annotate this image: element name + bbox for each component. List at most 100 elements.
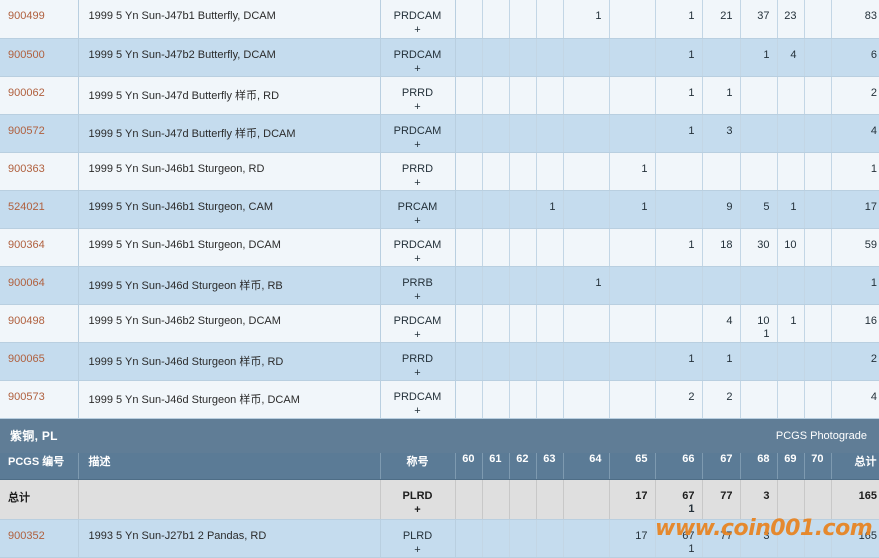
cell-pcgs-number[interactable]: 900062	[0, 76, 78, 114]
pcgs-number-link[interactable]: 524021	[8, 201, 45, 213]
cell-total: 83	[831, 0, 879, 38]
cell-grade-61	[482, 480, 509, 520]
cell-pcgs-number[interactable]: 900573	[0, 380, 78, 418]
grade-count: 1	[726, 87, 732, 99]
column-header-grade-66[interactable]: 66	[655, 453, 702, 480]
cell-grade-60	[455, 304, 482, 342]
cell-grade-69	[777, 480, 804, 520]
column-header-grade-67[interactable]: 67	[702, 453, 740, 480]
designation-code: PRCAM	[398, 201, 438, 213]
pcgs-number-link[interactable]: 900499	[8, 10, 45, 22]
cell-pcgs-number[interactable]: 900065	[0, 342, 78, 380]
pcgs-number-link[interactable]: 900065	[8, 353, 45, 365]
cell-pcgs-number[interactable]: 900499	[0, 0, 78, 38]
cell-description: 1999 5 Yn Sun-J46b1 Sturgeon, RD	[78, 152, 380, 190]
pcgs-photograde-link[interactable]: PCGS Photograde	[776, 430, 867, 442]
cell-grade-68: 30	[740, 228, 777, 266]
grade-count: 1	[641, 163, 647, 175]
pcgs-number-link[interactable]: 900364	[8, 239, 45, 251]
cell-description: 1999 5 Yn Sun-J46b1 Sturgeon, DCAM	[78, 228, 380, 266]
grade-count: 37	[757, 10, 769, 22]
column-header-grade-70[interactable]: 70	[804, 453, 831, 480]
grade-count: 1	[688, 239, 694, 251]
column-header-grade-63[interactable]: 63	[536, 453, 563, 480]
cell-pcgs-number[interactable]: 524021	[0, 190, 78, 228]
column-header-grade-62[interactable]: 62	[509, 453, 536, 480]
cell-description	[78, 480, 380, 520]
cell-total: 2	[831, 76, 879, 114]
cell-pcgs-number[interactable]: 900064	[0, 266, 78, 304]
column-header-grade-68[interactable]: 68	[740, 453, 777, 480]
designation-code: PRDCAM	[394, 315, 442, 327]
column-header-grade-61[interactable]: 61	[482, 453, 509, 480]
designation-code: PLRD	[403, 530, 432, 542]
cell-grade-62	[509, 152, 536, 190]
cell-total: 17	[831, 190, 879, 228]
designation-code: PLRD	[403, 490, 433, 502]
pcgs-number-link[interactable]: 900363	[8, 163, 45, 175]
cell-grade-62	[509, 0, 536, 38]
column-header-total[interactable]: 总计	[831, 453, 879, 480]
grade-count: 10	[757, 315, 769, 327]
cell-grade-68	[740, 342, 777, 380]
cell-grade-63	[536, 152, 563, 190]
cell-grade-61	[482, 152, 509, 190]
grade-count: 67	[682, 490, 694, 502]
cell-grade-61	[482, 76, 509, 114]
plus-designation-icon: +	[381, 214, 455, 228]
column-header-designation[interactable]: 称号	[380, 453, 455, 480]
cell-pcgs-number[interactable]: 900363	[0, 152, 78, 190]
cell-grade-65	[609, 0, 655, 38]
column-header-grade-60[interactable]: 60	[455, 453, 482, 480]
grade-count: 3	[726, 125, 732, 137]
cell-pcgs-number[interactable]: 900498	[0, 304, 78, 342]
cell-pcgs-number[interactable]: 900364	[0, 228, 78, 266]
grade-count: 1	[790, 315, 796, 327]
table-row: 900364 1999 5 Yn Sun-J46b1 Sturgeon, DCAM…	[0, 228, 879, 266]
grade-count: 1	[790, 201, 796, 213]
cell-pcgs-number[interactable]: 900572	[0, 114, 78, 152]
cell-grade-69: 1	[777, 190, 804, 228]
column-header-description[interactable]: 描述	[78, 453, 380, 480]
cell-designation: PRDCAM+	[380, 38, 455, 76]
pcgs-number-link[interactable]: 900064	[8, 277, 45, 289]
column-header-pcgs-no[interactable]: PCGS 编号	[0, 453, 78, 480]
cell-grade-67: 77	[702, 480, 740, 520]
cell-pcgs-number[interactable]: 900352	[0, 520, 78, 558]
pcgs-number-link[interactable]: 900352	[8, 530, 45, 542]
plus-designation-icon: +	[381, 62, 455, 76]
cell-grade-67	[702, 266, 740, 304]
cell-designation: PRDCAM+	[380, 228, 455, 266]
cell-grade-65	[609, 342, 655, 380]
cell-designation: PRRD+	[380, 342, 455, 380]
pcgs-number-link[interactable]: 900572	[8, 125, 45, 137]
cell-grade-62	[509, 190, 536, 228]
cell-grade-65	[609, 266, 655, 304]
cell-grade-61	[482, 266, 509, 304]
column-header-grade-69[interactable]: 69	[777, 453, 804, 480]
grade-count: 1	[688, 125, 694, 137]
cell-grade-64	[563, 228, 609, 266]
cell-grade-65: 17	[609, 480, 655, 520]
cell-grade-67: 3	[702, 114, 740, 152]
pcgs-number-link[interactable]: 900062	[8, 87, 45, 99]
cell-grade-65	[609, 304, 655, 342]
grade-count: 1	[595, 10, 601, 22]
cell-grade-70	[804, 0, 831, 38]
column-header-grade-64[interactable]: 64	[563, 453, 609, 480]
cell-grade-70	[804, 380, 831, 418]
pcgs-number-link[interactable]: 900500	[8, 49, 45, 61]
grade-count: 10	[784, 239, 796, 251]
cell-pcgs-number[interactable]: 900500	[0, 38, 78, 76]
pcgs-number-link[interactable]: 900498	[8, 315, 45, 327]
designation-code: PRDCAM	[394, 239, 442, 251]
pcgs-number-link[interactable]: 900573	[8, 391, 45, 403]
cell-grade-63	[536, 114, 563, 152]
column-header-grade-65[interactable]: 65	[609, 453, 655, 480]
